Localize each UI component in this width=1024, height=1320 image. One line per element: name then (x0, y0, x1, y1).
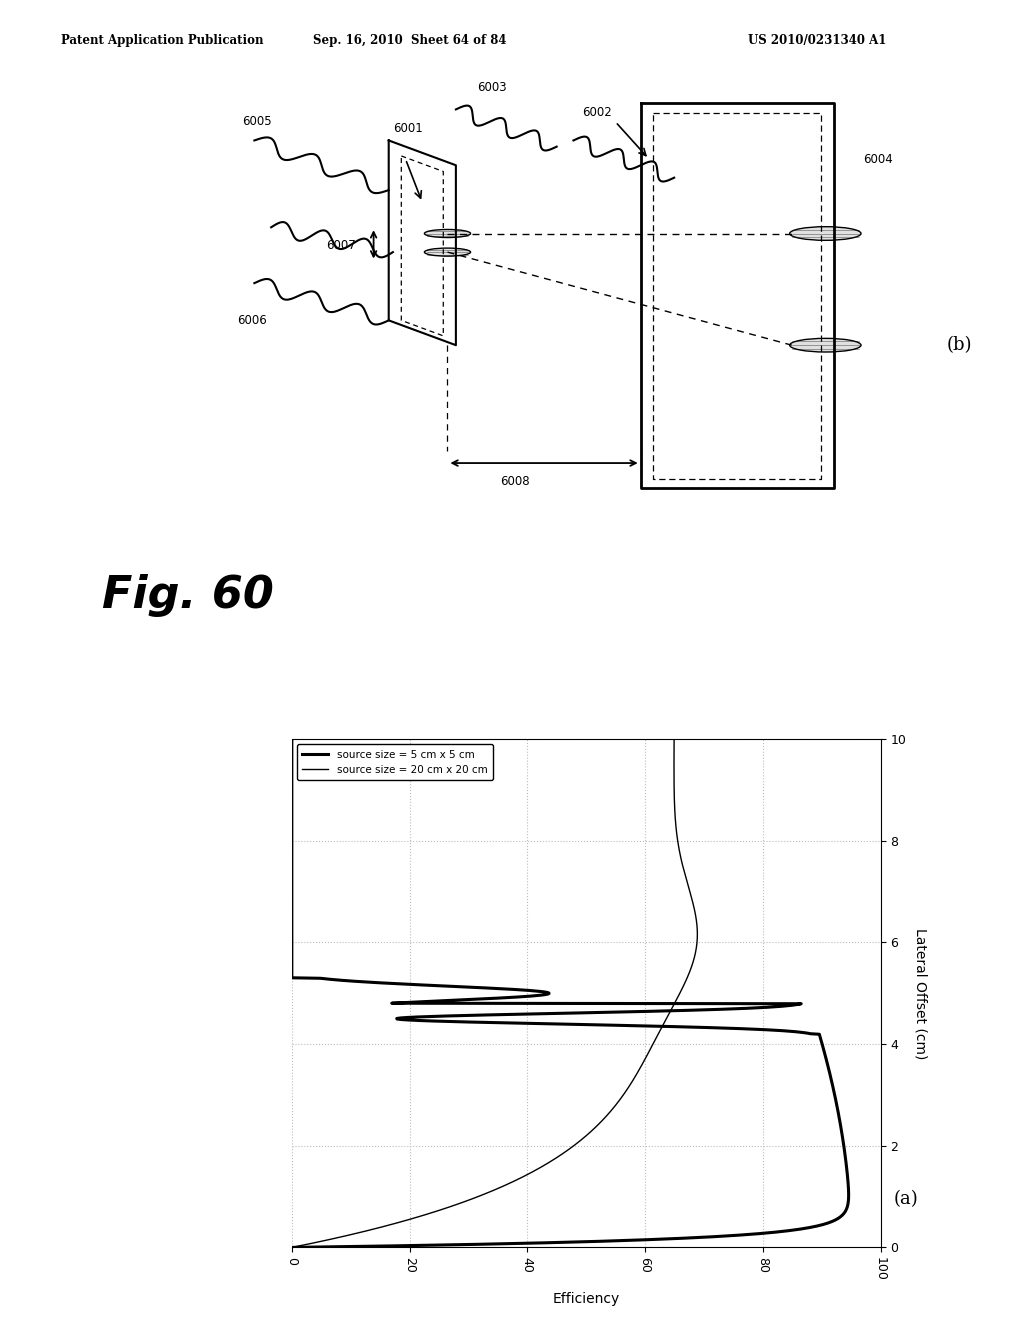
Text: 6008: 6008 (500, 475, 529, 488)
Ellipse shape (424, 230, 471, 238)
Text: 6003: 6003 (477, 82, 507, 94)
Text: 6004: 6004 (863, 153, 893, 165)
Text: (a): (a) (894, 1189, 919, 1208)
Text: 6001: 6001 (393, 121, 423, 135)
Text: 6006: 6006 (238, 314, 267, 327)
Line: source size = 20 cm x 20 cm: source size = 20 cm x 20 cm (292, 739, 697, 1247)
source size = 5 cm x 5 cm (286, 1239, 298, 1255)
source size = 5 cm x 5 cm (815, 1034, 827, 1049)
source size = 20 cm x 20 cm (685, 891, 697, 907)
X-axis label: Efficiency: Efficiency (553, 1292, 620, 1305)
Text: Patent Application Publication: Patent Application Publication (61, 34, 264, 48)
source size = 20 cm x 20 cm (674, 843, 686, 859)
Text: US 2010/0231340 A1: US 2010/0231340 A1 (748, 34, 886, 48)
Text: 6002: 6002 (582, 106, 611, 119)
Y-axis label: Lateral Offset (cm): Lateral Offset (cm) (913, 928, 927, 1059)
source size = 5 cm x 5 cm (843, 1188, 855, 1204)
source size = 20 cm x 20 cm (475, 1188, 487, 1204)
Text: Fig. 60: Fig. 60 (102, 574, 274, 618)
source size = 20 cm x 20 cm (286, 1239, 298, 1255)
Text: (b): (b) (947, 337, 973, 354)
source size = 5 cm x 5 cm (286, 891, 298, 907)
source size = 5 cm x 5 cm (286, 731, 298, 747)
Line: source size = 5 cm x 5 cm: source size = 5 cm x 5 cm (292, 739, 849, 1247)
source size = 20 cm x 20 cm (648, 1034, 660, 1049)
source size = 5 cm x 5 cm (286, 843, 298, 859)
source size = 5 cm x 5 cm (286, 834, 298, 850)
source size = 20 cm x 20 cm (657, 1015, 670, 1031)
Ellipse shape (790, 227, 861, 240)
Text: 6005: 6005 (242, 115, 271, 128)
Ellipse shape (790, 338, 861, 352)
Text: Sep. 16, 2010  Sheet 64 of 84: Sep. 16, 2010 Sheet 64 of 84 (313, 34, 506, 48)
source size = 20 cm x 20 cm (672, 834, 684, 850)
source size = 5 cm x 5 cm (530, 1015, 543, 1031)
Legend: source size = 5 cm x 5 cm, source size = 20 cm x 20 cm: source size = 5 cm x 5 cm, source size =… (297, 744, 493, 780)
Ellipse shape (424, 248, 471, 256)
source size = 20 cm x 20 cm (668, 731, 680, 747)
Text: 6007: 6007 (326, 239, 355, 252)
